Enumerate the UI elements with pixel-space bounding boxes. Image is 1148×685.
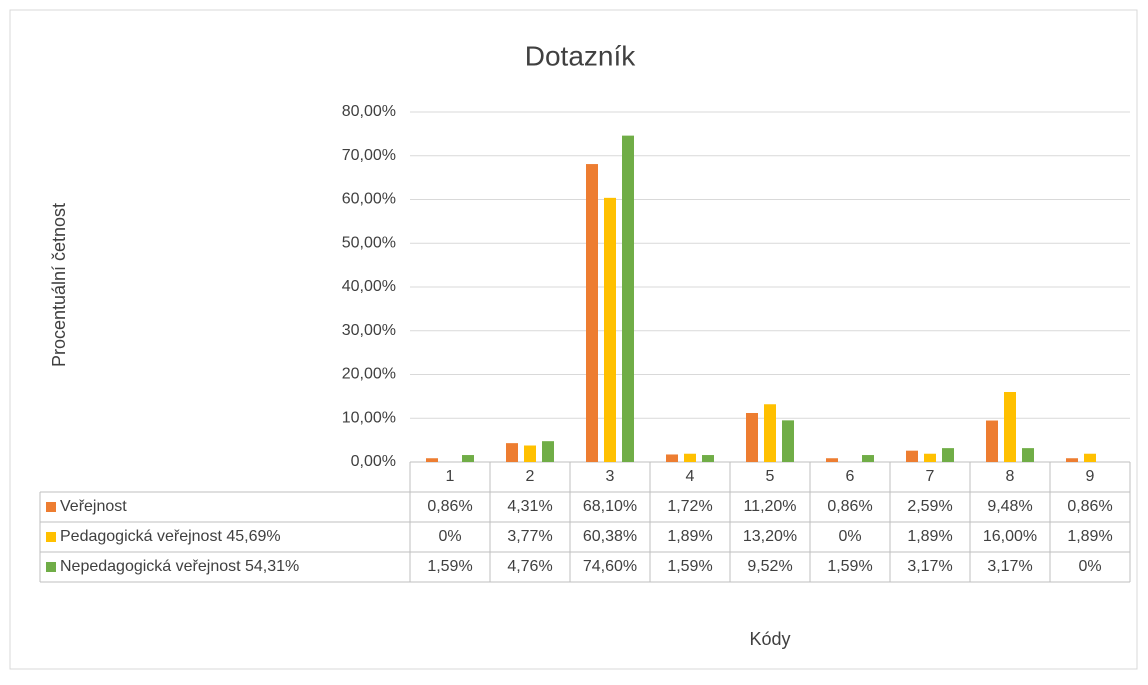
bar	[702, 455, 714, 462]
table-value: 11,20%	[743, 498, 796, 515]
bar	[826, 458, 838, 462]
table-value: 4,76%	[507, 558, 552, 575]
bar	[506, 443, 518, 462]
y-tick-label: 80,00%	[342, 103, 396, 120]
table-value: 0,86%	[427, 498, 472, 515]
chart-title: Dotazník	[525, 40, 636, 71]
x-tick-label: 4	[686, 468, 695, 485]
bar	[586, 164, 598, 462]
y-tick-label: 10,00%	[342, 409, 396, 426]
y-tick-label: 50,00%	[342, 234, 396, 251]
x-tick-label: 7	[926, 468, 935, 485]
table-value: 3,77%	[507, 528, 552, 545]
bar	[524, 445, 536, 462]
table-value: 74,60%	[583, 558, 637, 575]
bar	[1022, 448, 1034, 462]
legend-swatch	[46, 502, 56, 512]
y-tick-label: 0,00%	[351, 453, 396, 470]
table-value: 1,59%	[827, 558, 872, 575]
table-value: 1,72%	[667, 498, 712, 515]
legend-swatch	[46, 532, 56, 542]
x-tick-label: 3	[606, 468, 615, 485]
x-axis-title: Kódy	[749, 629, 790, 649]
table-value: 0%	[838, 528, 861, 545]
y-tick-label: 40,00%	[342, 278, 396, 295]
table-value: 0,86%	[1067, 498, 1112, 515]
x-tick-label: 8	[1006, 468, 1015, 485]
bar	[542, 441, 554, 462]
x-tick-label: 1	[446, 468, 455, 485]
x-tick-label: 6	[846, 468, 855, 485]
bar	[986, 420, 998, 462]
table-value: 0%	[1078, 558, 1101, 575]
table-value: 60,38%	[583, 528, 637, 545]
legend-swatch	[46, 562, 56, 572]
y-tick-label: 70,00%	[342, 147, 396, 164]
bar	[764, 404, 776, 462]
bar	[684, 453, 696, 462]
y-tick-label: 60,00%	[342, 191, 396, 208]
table-value: 1,89%	[1067, 528, 1112, 545]
bar	[862, 455, 874, 462]
table-value: 3,17%	[907, 558, 952, 575]
table-value: 1,89%	[667, 528, 712, 545]
table-value: 1,89%	[907, 528, 952, 545]
x-tick-label: 2	[526, 468, 535, 485]
table-value: 3,17%	[987, 558, 1032, 575]
bar	[924, 453, 936, 462]
bar	[906, 450, 918, 462]
bar	[462, 455, 474, 462]
bar	[1084, 453, 1096, 462]
table-value: 4,31%	[507, 498, 552, 515]
legend-label: Pedagogická veřejnost 45,69%	[60, 528, 281, 545]
bar	[1066, 458, 1078, 462]
table-value: 9,52%	[747, 558, 792, 575]
x-tick-label: 5	[766, 468, 775, 485]
table-value: 2,59%	[907, 498, 952, 515]
y-tick-label: 20,00%	[342, 366, 396, 383]
table-value: 1,59%	[667, 558, 712, 575]
table-value: 1,59%	[427, 558, 472, 575]
bar	[426, 458, 438, 462]
table-value: 9,48%	[987, 498, 1032, 515]
bar	[782, 420, 794, 462]
y-tick-label: 30,00%	[342, 322, 396, 339]
legend-label: Veřejnost	[60, 498, 127, 515]
bar	[1004, 392, 1016, 462]
table-value: 68,10%	[583, 498, 637, 515]
table-value: 0%	[438, 528, 461, 545]
bar	[666, 454, 678, 462]
table-value: 0,86%	[827, 498, 872, 515]
bar	[942, 448, 954, 462]
chart-border	[9, 9, 1138, 670]
table-value: 16,00%	[983, 528, 1037, 545]
y-axis-title: Procentuální četnost	[49, 203, 69, 367]
table-value: 13,20%	[743, 528, 797, 545]
bar	[622, 135, 634, 462]
x-tick-label: 9	[1086, 468, 1095, 485]
bar	[746, 413, 758, 462]
legend-label: Nepedagogická veřejnost 54,31%	[60, 558, 299, 575]
bar	[604, 197, 616, 462]
